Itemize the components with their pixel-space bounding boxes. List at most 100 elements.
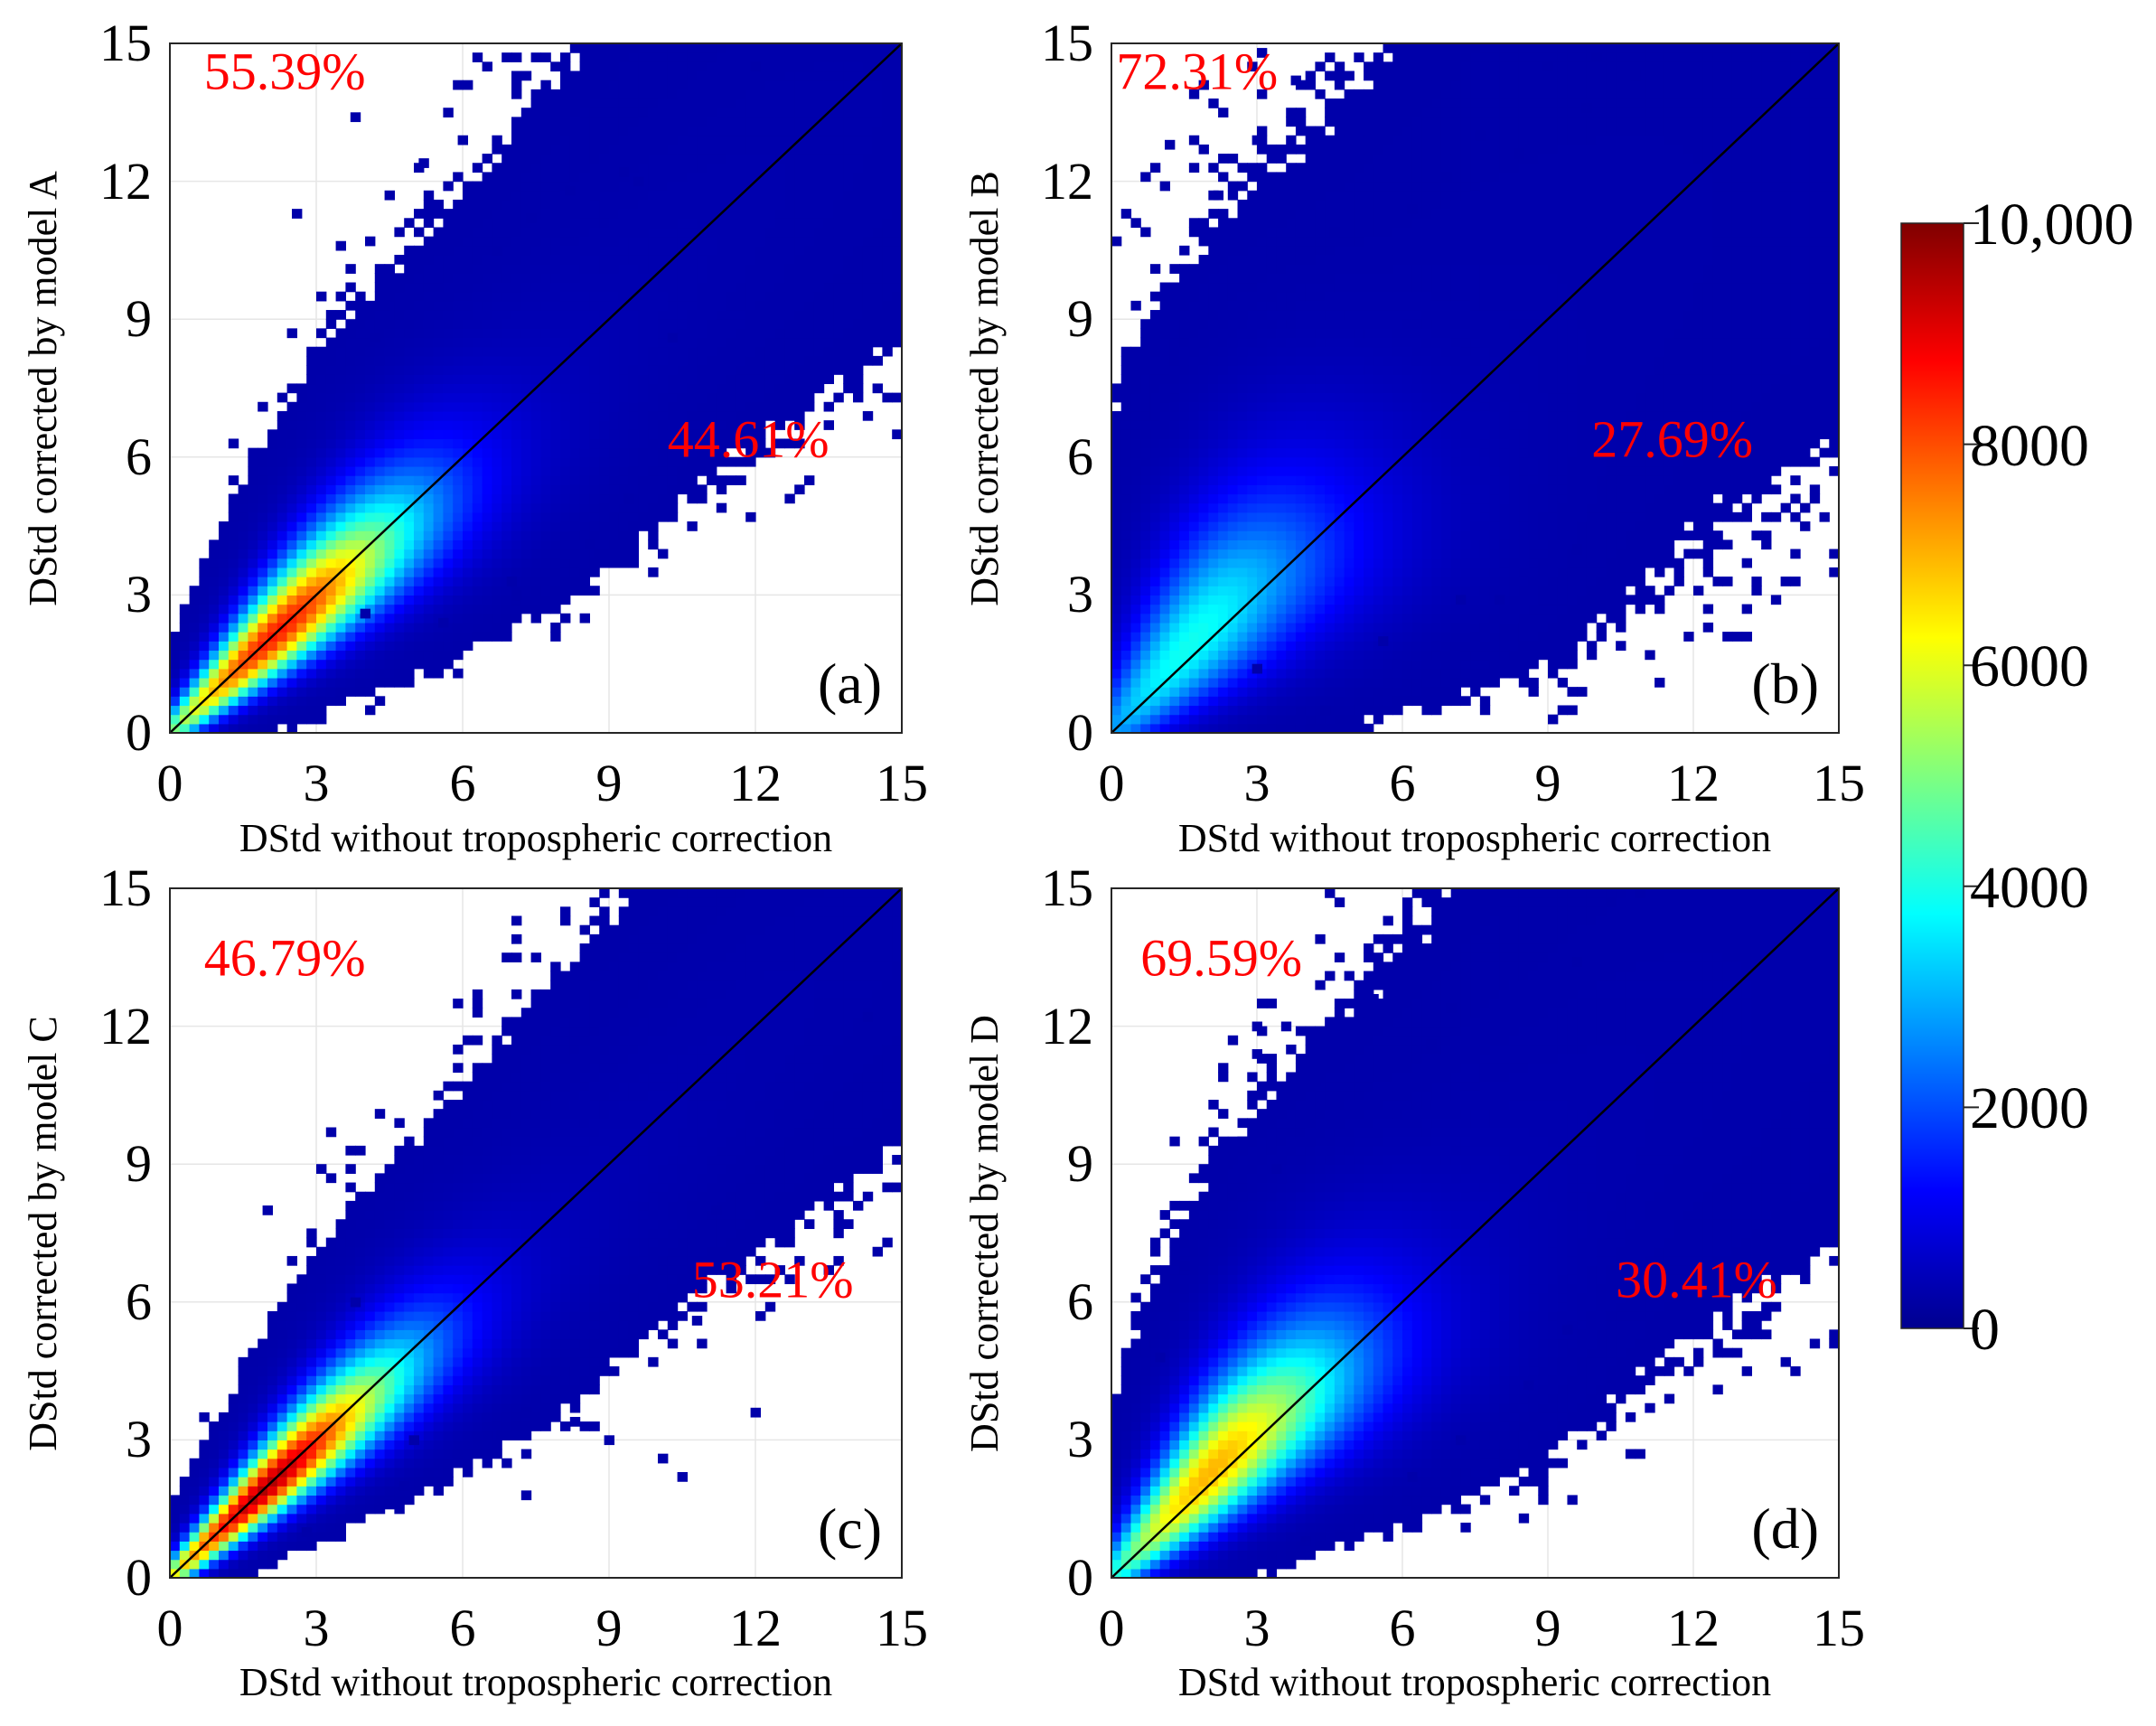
heatmap-cell bbox=[774, 291, 785, 302]
heatmap-cell bbox=[774, 98, 785, 108]
heatmap-cell bbox=[1179, 465, 1190, 476]
heatmap-cell bbox=[589, 337, 600, 348]
heatmap-cell bbox=[1305, 567, 1316, 577]
heatmap-cell bbox=[1188, 502, 1200, 513]
heatmap-cell bbox=[463, 438, 473, 449]
heatmap-cell bbox=[316, 410, 327, 421]
heatmap-cell bbox=[1111, 613, 1122, 624]
heatmap-cell bbox=[540, 108, 551, 117]
heatmap-cell bbox=[707, 108, 717, 117]
heatmap-cell bbox=[774, 264, 785, 274]
heatmap-cell bbox=[697, 98, 708, 108]
heatmap-cell bbox=[560, 310, 571, 320]
heatmap-cell bbox=[1111, 484, 1122, 495]
heatmap-cell bbox=[1286, 264, 1297, 274]
heatmap-cell bbox=[306, 586, 317, 596]
heatmap-cell bbox=[355, 383, 366, 394]
heatmap-cell bbox=[774, 144, 785, 155]
heatmap-cell bbox=[277, 484, 288, 495]
heatmap-cell bbox=[1149, 714, 1161, 725]
heatmap-cell bbox=[1169, 456, 1180, 467]
heatmap-cell bbox=[394, 456, 405, 467]
heatmap-cell bbox=[296, 632, 307, 642]
heatmap-cell bbox=[1247, 319, 1258, 329]
heatmap-cell bbox=[1247, 337, 1258, 348]
heatmap-cell bbox=[823, 190, 834, 201]
heatmap-cell bbox=[1188, 484, 1200, 495]
heatmap-cell bbox=[687, 392, 698, 403]
heatmap-cell bbox=[736, 218, 746, 229]
heatmap-cell bbox=[394, 300, 405, 311]
heatmap-cell bbox=[1237, 530, 1248, 540]
heatmap-cell bbox=[296, 420, 307, 430]
heatmap-cell bbox=[1149, 577, 1161, 586]
heatmap-cell bbox=[648, 199, 659, 210]
heatmap-cell bbox=[618, 401, 630, 412]
heatmap-cell bbox=[687, 172, 698, 183]
heatmap-cell bbox=[365, 438, 376, 449]
heatmap-cell bbox=[1315, 319, 1326, 329]
heatmap-cell bbox=[1208, 227, 1219, 238]
heatmap-cell bbox=[677, 254, 688, 265]
heatmap-cell bbox=[658, 282, 669, 293]
heatmap-cell bbox=[345, 365, 356, 375]
heatmap-cell bbox=[1257, 705, 1268, 716]
heatmap-cell bbox=[794, 98, 805, 108]
heatmap-cell bbox=[1344, 365, 1355, 375]
heatmap-cell bbox=[687, 521, 698, 531]
heatmap-cell bbox=[823, 245, 834, 256]
heatmap-cell bbox=[277, 521, 288, 531]
heatmap-cell bbox=[1188, 714, 1200, 725]
heatmap-cell bbox=[374, 438, 386, 449]
heatmap-cell bbox=[1364, 135, 1374, 145]
heatmap-cell bbox=[1286, 493, 1297, 504]
heatmap-cell bbox=[1188, 337, 1200, 348]
heatmap-cell bbox=[1130, 438, 1141, 449]
heatmap-cell bbox=[492, 539, 502, 550]
heatmap-cell bbox=[345, 420, 356, 430]
heatmap-cell bbox=[687, 135, 698, 145]
heatmap-cell bbox=[345, 622, 356, 633]
heatmap-cell bbox=[1266, 677, 1278, 688]
heatmap-cell bbox=[579, 447, 590, 458]
heatmap-cell bbox=[1364, 511, 1374, 522]
heatmap-cell bbox=[277, 558, 288, 568]
heatmap-cell bbox=[1286, 677, 1297, 688]
heatmap-cell bbox=[463, 300, 473, 311]
heatmap-cell bbox=[569, 108, 581, 117]
heatmap-cell bbox=[1354, 199, 1364, 210]
heatmap-cell bbox=[414, 264, 425, 274]
heatmap-cell bbox=[502, 337, 512, 348]
heatmap-cell bbox=[1120, 677, 1132, 688]
heatmap-cell bbox=[1179, 456, 1190, 467]
heatmap-cell bbox=[1198, 273, 1209, 284]
heatmap-cell bbox=[599, 254, 610, 265]
heatmap-cell bbox=[1325, 319, 1336, 329]
heatmap-cell bbox=[1247, 549, 1258, 559]
heatmap-cell bbox=[569, 273, 581, 284]
heatmap-cell bbox=[599, 511, 610, 522]
heatmap-cell bbox=[1179, 420, 1190, 430]
heatmap-cell bbox=[1237, 475, 1248, 485]
heatmap-cell bbox=[1198, 511, 1209, 522]
heatmap-cell bbox=[1237, 319, 1248, 329]
heatmap-cell bbox=[1325, 401, 1336, 412]
heatmap-cell bbox=[1227, 465, 1239, 476]
heatmap-cell bbox=[1169, 328, 1180, 339]
heatmap-cell bbox=[569, 577, 581, 586]
heatmap-cell bbox=[609, 558, 620, 568]
heatmap-cell bbox=[248, 521, 258, 531]
heatmap-cell bbox=[794, 43, 805, 53]
heatmap-cell bbox=[550, 89, 561, 99]
heatmap-cell bbox=[1130, 511, 1141, 522]
heatmap-cell bbox=[384, 493, 395, 504]
heatmap-cell bbox=[745, 291, 756, 302]
heatmap-cell bbox=[238, 549, 248, 559]
heatmap-cell bbox=[170, 696, 181, 707]
heatmap-cell bbox=[1188, 558, 1200, 568]
heatmap-cell bbox=[804, 282, 815, 293]
heatmap-cell bbox=[716, 199, 727, 210]
heatmap-cell bbox=[1179, 346, 1190, 357]
heatmap-cell bbox=[502, 632, 512, 642]
heatmap-cell bbox=[687, 300, 698, 311]
